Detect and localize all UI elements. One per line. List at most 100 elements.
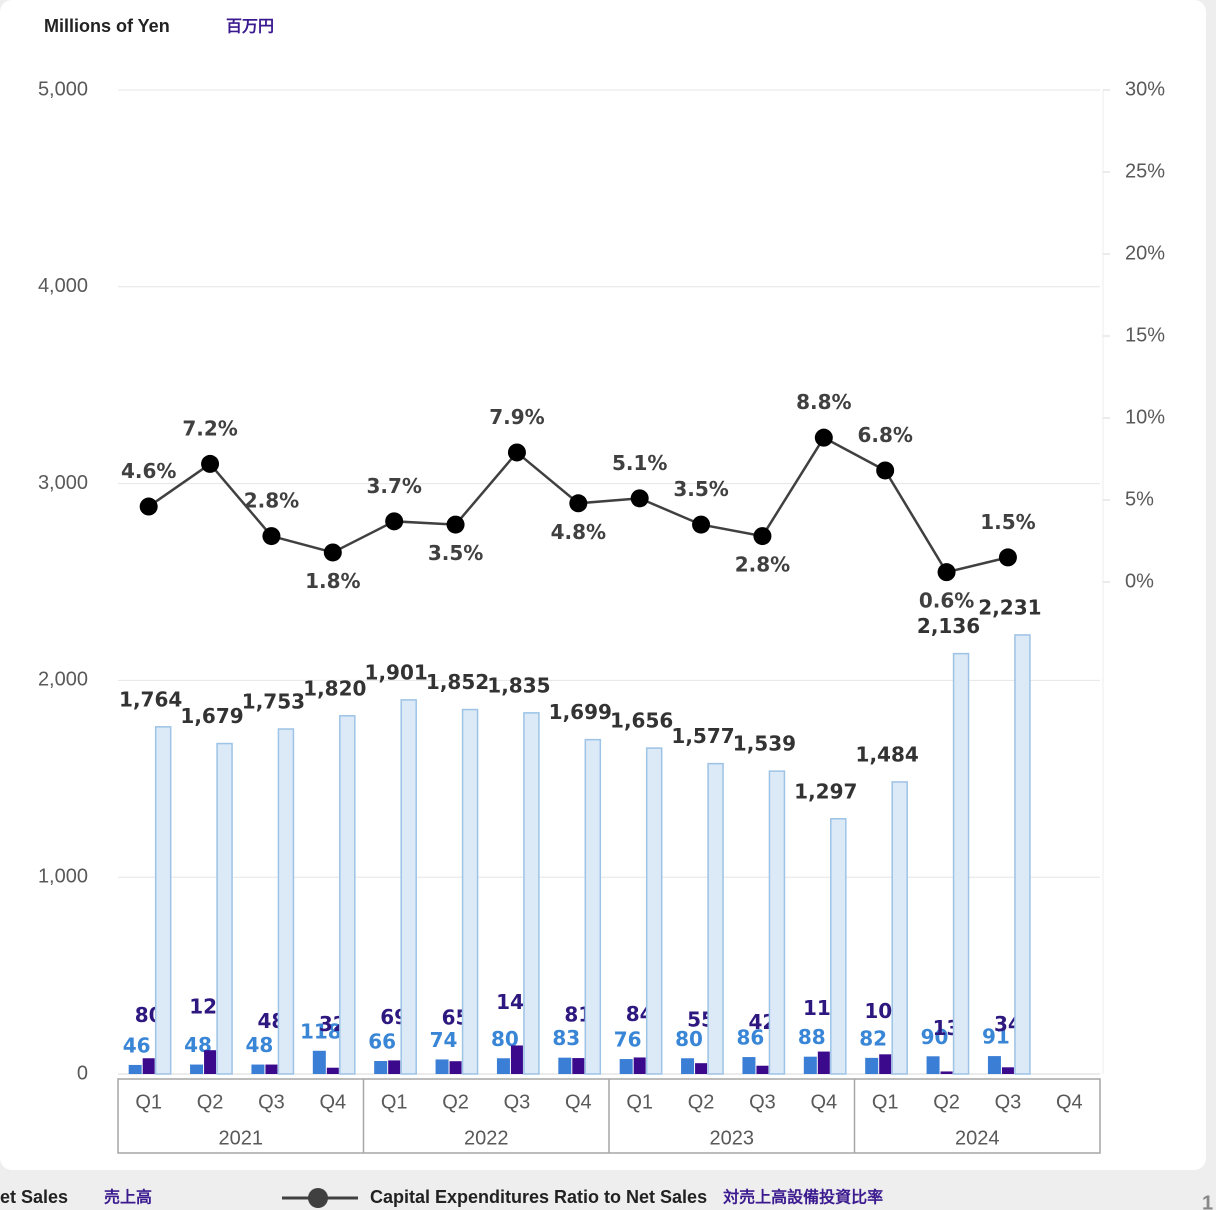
data-label: 1,820 (303, 676, 366, 700)
data-label: 1,539 (733, 732, 796, 756)
legend-label: et Sales (0, 1187, 68, 1207)
bar (1001, 1067, 1014, 1074)
legend-label-ja: 対売上高設備投資比率 (722, 1188, 883, 1207)
marker (998, 548, 1017, 567)
x-tick-label: Q1 (135, 1091, 162, 1113)
marker (692, 515, 711, 534)
bar (865, 1057, 879, 1074)
data-label: 88 (798, 1025, 826, 1049)
bar (879, 1054, 892, 1074)
data-label: 118 (300, 1019, 342, 1043)
bar (312, 1050, 326, 1074)
x-tick-label: Q2 (688, 1091, 715, 1113)
data-label: 3.5% (673, 477, 728, 501)
chart-title: Millions of Yen (44, 16, 170, 36)
data-label: 4.6% (121, 459, 176, 483)
data-label: 7.2% (182, 416, 237, 440)
data-label: 82 (859, 1026, 887, 1050)
marker (937, 563, 956, 582)
bar (388, 1060, 401, 1074)
bar (339, 715, 356, 1075)
bar (584, 738, 602, 1075)
data-label: 3.7% (366, 474, 421, 498)
legend-label-ja: 売上高 (104, 1188, 152, 1207)
y2-tick-label: 20% (1125, 242, 1165, 264)
marker (630, 489, 649, 508)
x-tick-label: Q4 (319, 1091, 346, 1113)
data-label: 7.9% (489, 405, 544, 429)
data-label: 3.5% (428, 541, 483, 565)
bar (435, 1059, 449, 1074)
y2-tick-label: 25% (1125, 160, 1165, 182)
bar (523, 712, 540, 1075)
bar (926, 1056, 940, 1074)
bar (756, 1065, 769, 1074)
data-label: 1,835 (487, 673, 550, 697)
y-tick-label: 4,000 (38, 275, 88, 297)
bar (695, 1063, 708, 1074)
marker (446, 515, 465, 534)
y-tick-label: 3,000 (38, 472, 88, 494)
data-label: 74 (430, 1028, 458, 1052)
data-label: 83 (552, 1026, 580, 1050)
data-label: 46 (123, 1033, 151, 1057)
page-number: 1 (1202, 1192, 1213, 1210)
data-label: 8.8% (796, 390, 851, 414)
x-tick-label: Q4 (810, 1091, 837, 1113)
data-label: 80 (675, 1027, 703, 1051)
bar (558, 1057, 572, 1074)
bar (510, 1045, 523, 1074)
bar (830, 818, 847, 1075)
data-label: 4.8% (551, 520, 606, 544)
bar (449, 1061, 462, 1074)
data-label: 91 (982, 1025, 1010, 1049)
data-label: 1,764 (119, 687, 182, 711)
marker (814, 428, 833, 447)
y-tick-label: 1,000 (38, 865, 88, 887)
x-tick-label: Q2 (442, 1091, 469, 1113)
bar (987, 1056, 1001, 1074)
data-label: 86 (737, 1026, 765, 1050)
bar (374, 1061, 388, 1074)
data-label: 66 (368, 1030, 396, 1054)
y2-tick-label: 30% (1125, 78, 1165, 100)
data-label: 1,656 (610, 709, 673, 733)
bar (891, 781, 908, 1075)
x-tick-label: Q3 (258, 1091, 285, 1113)
x-tick-label: Q1 (626, 1091, 653, 1113)
bar (768, 770, 786, 1075)
data-label: 1.8% (305, 569, 360, 593)
data-label: 1,852 (426, 670, 489, 694)
marker (201, 454, 220, 473)
bar (277, 728, 295, 1075)
bar (142, 1058, 155, 1074)
y2-tick-label: 15% (1125, 324, 1165, 346)
marker (385, 512, 404, 531)
bar (940, 1071, 953, 1074)
y-tick-label: 5,000 (38, 78, 88, 100)
bar (216, 742, 233, 1075)
marker (876, 461, 895, 480)
bar (572, 1058, 585, 1074)
x-tick-label: Q2 (933, 1091, 960, 1113)
x-tick-label: Q4 (1056, 1091, 1083, 1113)
x-tick-label: Q1 (381, 1091, 408, 1113)
bar (742, 1057, 756, 1074)
data-label: 1,901 (365, 660, 428, 684)
bar (154, 726, 172, 1075)
bar (251, 1064, 265, 1074)
bar (707, 762, 724, 1075)
marker (753, 527, 772, 546)
bar (817, 1051, 830, 1074)
bar (952, 652, 970, 1075)
bar (190, 1064, 204, 1074)
bar (265, 1064, 278, 1074)
group-label: 2021 (219, 1127, 264, 1149)
y2-tick-label: 10% (1125, 406, 1165, 428)
y-tick-label: 2,000 (38, 669, 88, 691)
data-label: 1,699 (549, 700, 612, 724)
legend-label: Capital Expenditures Ratio to Net Sales (370, 1187, 707, 1207)
bar (1014, 634, 1031, 1075)
data-label: 1,679 (180, 704, 243, 728)
